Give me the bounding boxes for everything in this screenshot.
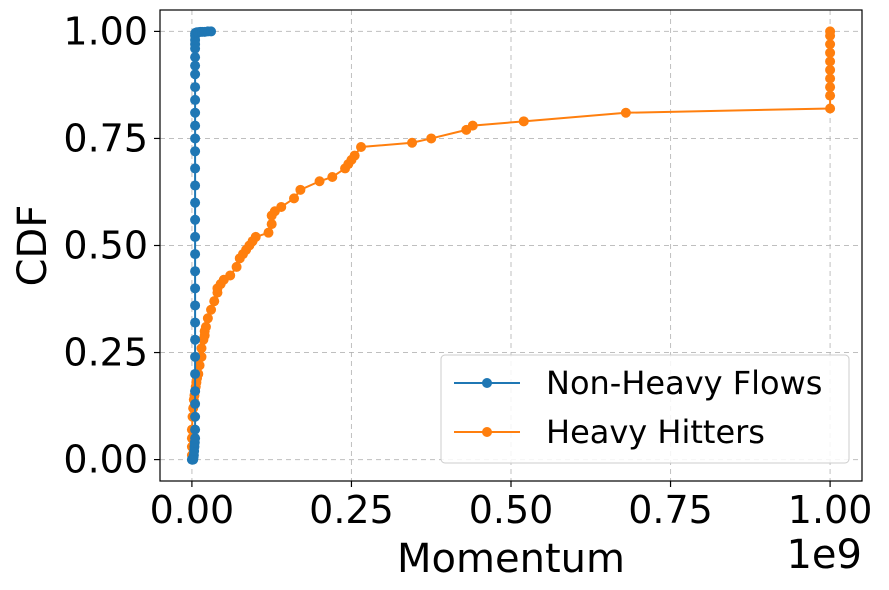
legend: Non-Heavy Flows Heavy Hitters xyxy=(440,354,850,464)
data-point-heavy-hitters xyxy=(295,184,306,195)
data-point-non-heavy-flows xyxy=(190,424,201,435)
legend-marker-non-heavy xyxy=(482,378,492,388)
data-point-non-heavy-flows xyxy=(190,197,201,208)
data-point-non-heavy-flows xyxy=(190,266,201,277)
y-axis-label: CDF xyxy=(10,205,56,287)
data-point-non-heavy-flows xyxy=(190,107,201,118)
data-point-non-heavy-flows xyxy=(190,94,201,105)
x-axis-label: Momentum xyxy=(397,536,625,582)
legend-label-non-heavy: Non-Heavy Flows xyxy=(546,364,822,402)
data-point-non-heavy-flows xyxy=(190,317,201,328)
data-point-non-heavy-flows xyxy=(190,214,201,225)
data-point-non-heavy-flows xyxy=(190,300,201,311)
data-point-heavy-hitters xyxy=(276,201,287,212)
data-point-heavy-hitters xyxy=(467,120,478,131)
x-tick-label: 0.50 xyxy=(469,488,554,532)
y-tick-label: 0.75 xyxy=(63,116,148,160)
data-point-heavy-hitters xyxy=(349,150,360,161)
data-point-heavy-hitters xyxy=(194,360,205,371)
data-point-non-heavy-flows xyxy=(190,52,201,63)
data-point-non-heavy-flows xyxy=(190,398,201,409)
data-point-non-heavy-flows xyxy=(206,26,217,37)
data-point-heavy-hitters xyxy=(825,47,836,58)
legend-marker-heavy-hitters xyxy=(482,427,492,437)
x-tick-label: 0.25 xyxy=(309,488,394,532)
data-point-non-heavy-flows xyxy=(190,60,201,71)
data-point-heavy-hitters xyxy=(825,64,836,75)
data-point-heavy-hitters xyxy=(314,176,325,187)
y-tick-label: 1.00 xyxy=(63,9,148,53)
legend-box xyxy=(440,354,850,464)
data-point-heavy-hitters xyxy=(196,343,207,354)
data-point-non-heavy-flows xyxy=(190,433,201,444)
data-point-heavy-hitters xyxy=(200,321,211,332)
data-point-non-heavy-flows xyxy=(190,334,201,345)
data-point-heavy-hitters xyxy=(327,171,338,182)
data-point-heavy-hitters xyxy=(825,103,836,114)
data-point-non-heavy-flows xyxy=(190,283,201,294)
x-tick-label: 1.00 xyxy=(788,488,873,532)
data-point-heavy-hitters xyxy=(825,56,836,67)
legend-label-heavy-hitters: Heavy Hitters xyxy=(546,413,765,451)
data-point-non-heavy-flows xyxy=(190,163,201,174)
data-point-non-heavy-flows xyxy=(190,146,201,157)
x-tick-label: 0.00 xyxy=(150,488,235,532)
data-point-non-heavy-flows xyxy=(190,386,201,397)
data-point-heavy-hitters xyxy=(225,270,236,281)
y-tick-label: 0.00 xyxy=(63,438,148,482)
data-point-heavy-hitters xyxy=(825,82,836,93)
data-point-non-heavy-flows xyxy=(190,120,201,131)
data-point-non-heavy-flows xyxy=(190,82,201,93)
data-point-non-heavy-flows xyxy=(190,69,201,80)
data-point-heavy-hitters xyxy=(426,133,437,144)
data-point-non-heavy-flows xyxy=(190,351,201,362)
data-point-heavy-hitters xyxy=(518,116,529,127)
ticks: 0.00 0.25 0.50 0.75 1.00 0.00 0.25 0.50 0.75 1.00 xyxy=(63,9,872,532)
data-point-heavy-hitters xyxy=(250,231,261,242)
x-tick-label: 0.75 xyxy=(628,488,713,532)
data-point-non-heavy-flows xyxy=(190,133,201,144)
data-point-heavy-hitters xyxy=(209,296,220,307)
data-point-heavy-hitters xyxy=(266,219,277,230)
data-point-heavy-hitters xyxy=(825,73,836,84)
data-point-heavy-hitters xyxy=(289,193,300,204)
data-point-heavy-hitters xyxy=(231,261,242,272)
data-point-heavy-hitters xyxy=(825,90,836,101)
data-point-non-heavy-flows xyxy=(190,180,201,191)
series-layer xyxy=(186,26,836,465)
data-point-heavy-hitters xyxy=(263,227,274,238)
y-tick-label: 0.25 xyxy=(63,331,148,375)
x-axis-offset-label: 1e9 xyxy=(786,532,862,578)
data-point-non-heavy-flows xyxy=(190,368,201,379)
data-point-heavy-hitters xyxy=(202,313,213,324)
data-point-heavy-hitters xyxy=(825,39,836,50)
data-point-non-heavy-flows xyxy=(190,411,201,422)
data-point-heavy-hitters xyxy=(206,304,217,315)
data-point-non-heavy-flows xyxy=(190,231,201,242)
data-point-heavy-hitters xyxy=(356,142,367,153)
data-point-non-heavy-flows xyxy=(190,249,201,260)
y-tick-label: 0.50 xyxy=(63,224,148,268)
data-point-heavy-hitters xyxy=(825,26,836,37)
data-point-heavy-hitters xyxy=(407,137,418,148)
data-point-heavy-hitters xyxy=(620,107,631,118)
